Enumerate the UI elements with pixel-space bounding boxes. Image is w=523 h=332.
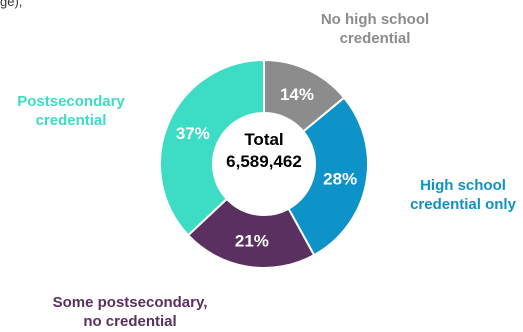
center-title: Total <box>244 130 284 149</box>
label-postsecondary-line2: credential <box>35 112 107 129</box>
label-high-school-only-line1: High school <box>420 177 506 194</box>
percent-label-some-postsecondary: 21% <box>235 232 269 251</box>
truncated-caption-text: ge), <box>0 0 23 9</box>
label-no-high-school-line2: credential <box>339 30 411 47</box>
slice-postsecondary <box>159 58 265 237</box>
slice-high-school-only <box>287 96 369 257</box>
percent-label-no-high-school: 14% <box>280 85 314 104</box>
center-value: 6,589,462 <box>226 152 302 171</box>
donut-center-total: Total 6,589,462 <box>206 129 322 173</box>
label-postsecondary: Postsecondary credential <box>0 92 142 130</box>
label-postsecondary-line1: Postsecondary <box>17 93 125 110</box>
label-some-postsecondary: Some postsecondary, no credential <box>30 293 230 331</box>
label-no-high-school-line1: No high school <box>320 11 430 28</box>
slice-some-postsecondary <box>186 197 316 269</box>
label-no-high-school: No high school credential <box>300 10 450 48</box>
percent-label-high-school-only: 28% <box>323 170 357 189</box>
donut-hole <box>214 114 314 214</box>
label-some-postsecondary-line1: Some postsecondary, <box>52 294 208 311</box>
label-some-postsecondary-line2: no credential <box>83 313 177 330</box>
percent-label-postsecondary: 37% <box>176 124 210 143</box>
label-high-school-only: High school credential only <box>398 176 523 214</box>
label-high-school-only-line2: credential only <box>410 196 516 213</box>
